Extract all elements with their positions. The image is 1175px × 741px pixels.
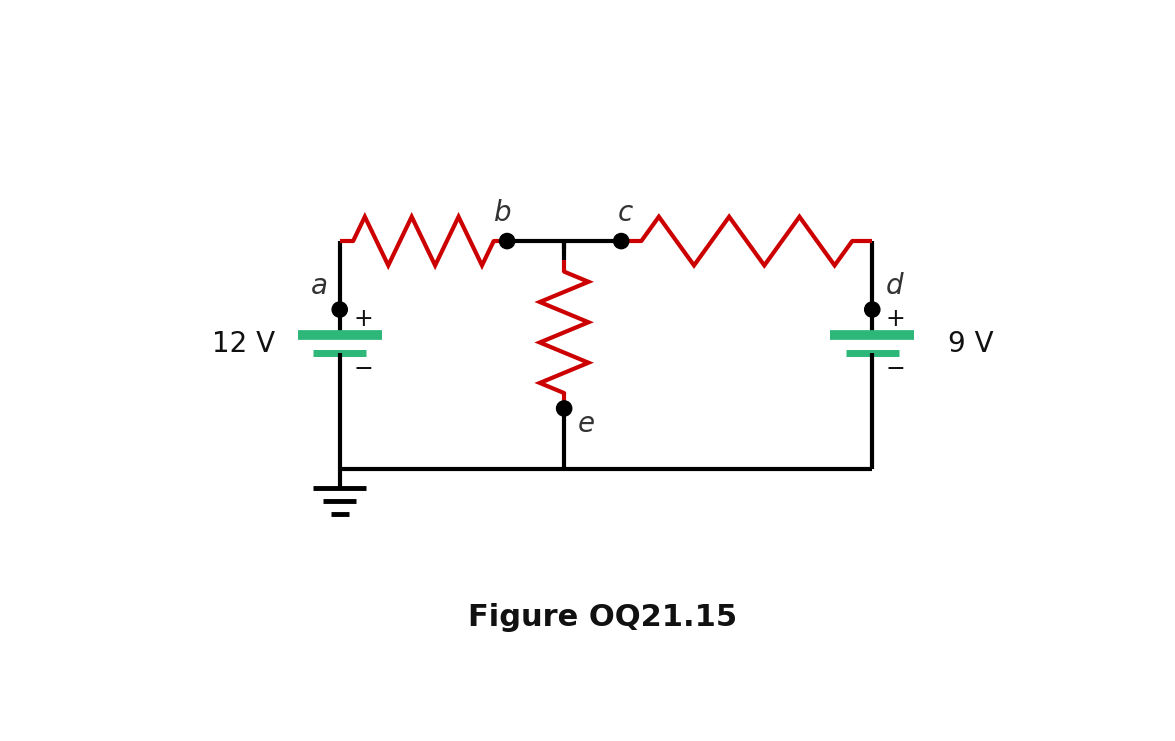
Text: −: − bbox=[886, 357, 906, 381]
Text: +: + bbox=[886, 307, 906, 330]
Text: d: d bbox=[886, 273, 904, 300]
Circle shape bbox=[613, 233, 629, 249]
Circle shape bbox=[333, 302, 348, 317]
Text: b: b bbox=[495, 199, 512, 227]
Text: 9 V: 9 V bbox=[948, 330, 994, 358]
Text: +: + bbox=[354, 307, 374, 330]
Text: c: c bbox=[617, 199, 632, 227]
Text: Figure OQ21.15: Figure OQ21.15 bbox=[468, 603, 737, 632]
Circle shape bbox=[557, 401, 572, 416]
Text: −: − bbox=[354, 357, 374, 381]
Text: a: a bbox=[311, 273, 328, 300]
Circle shape bbox=[865, 302, 880, 317]
Text: e: e bbox=[578, 410, 595, 438]
Circle shape bbox=[499, 233, 515, 249]
Text: 12 V: 12 V bbox=[212, 330, 275, 358]
